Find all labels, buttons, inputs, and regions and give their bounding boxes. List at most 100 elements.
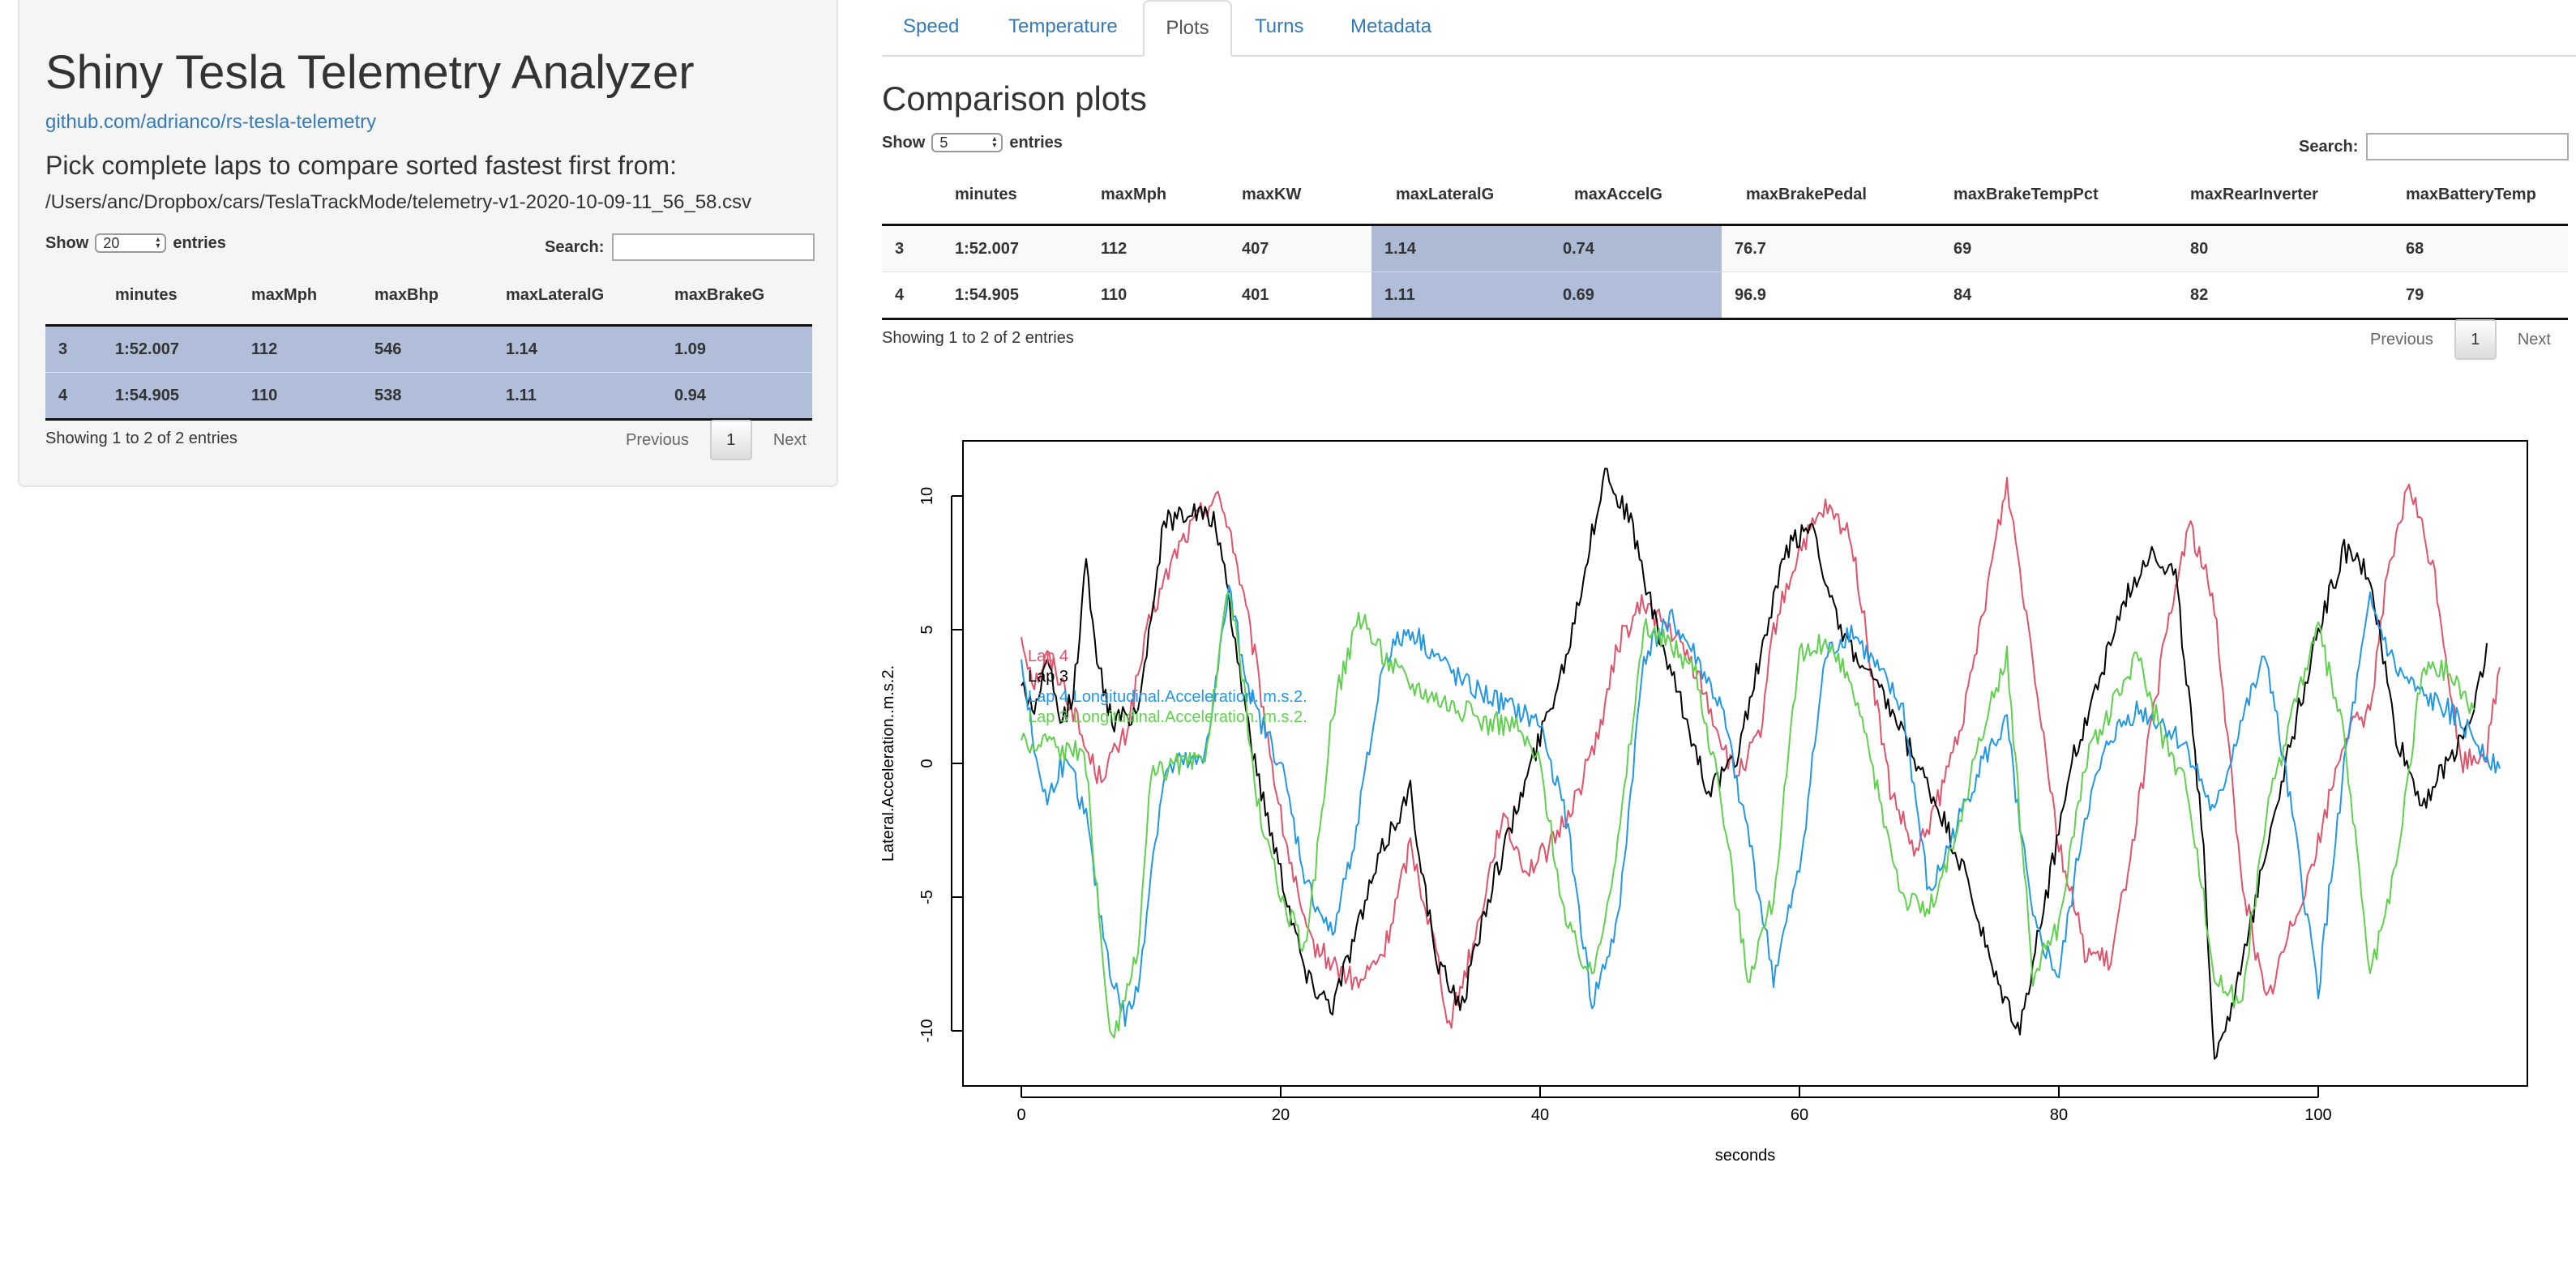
table-cell: 79 <box>2381 271 2568 320</box>
table-cell: 0.94 <box>674 372 812 421</box>
table-row[interactable]: 4 1:54.905 110 401 1.11 0.69 96.9 84 82 … <box>882 271 2568 320</box>
x-axis-label: seconds <box>1715 1147 1776 1165</box>
x-tick-label: 60 <box>1791 1106 1808 1124</box>
col-header-maxbraketemppct[interactable]: maxBrakeTempPct <box>1929 165 2166 226</box>
page-1-button[interactable]: 1 <box>2454 319 2497 360</box>
col-header-minutes[interactable]: minutes <box>955 165 1101 226</box>
laps-length-control: Show 20 ▴ ▾ entries <box>45 233 226 253</box>
col-header-maxbrakeg[interactable]: maxBrakeG <box>674 266 812 327</box>
entries-label: entries <box>173 233 226 252</box>
next-page-button[interactable]: Next <box>772 430 807 449</box>
table-cell: 401 <box>1242 271 1371 320</box>
table-row[interactable]: 3 1:52.007 112 546 1.14 1.09 <box>45 325 812 373</box>
col-header-maxbhp[interactable]: maxBhp <box>374 266 506 327</box>
legend-entry-3: Lap 4 Longitudinal.Acceleration..m.s.2. <box>1028 688 1307 706</box>
show-label: Show <box>882 133 926 152</box>
show-label: Show <box>45 233 89 252</box>
col-header-minutes[interactable]: minutes <box>115 266 251 327</box>
comparison-plots-title: Comparison plots <box>882 79 1147 118</box>
series-line-4 <box>1021 592 2475 1039</box>
tab-turns[interactable]: Turns <box>1255 15 1304 37</box>
legend-entry-1: Lap 4 <box>1028 648 1068 665</box>
comparison-plot: 0 20 40 60 80 100 -10 -5 0 5 10 seconds Lateral.Acce… <box>882 440 2528 1165</box>
previous-page-button[interactable]: Previous <box>2370 330 2433 348</box>
col-header-maxkw[interactable]: maxKW <box>1242 165 1371 226</box>
comparison-table: minutes maxMph maxKW maxLateralG maxAcce… <box>882 165 2568 320</box>
y-tick-label: 10 <box>918 487 936 505</box>
table-cell: 69 <box>1929 224 2166 272</box>
table-cell: 4 <box>45 372 115 421</box>
select-arrows-icon: ▴ ▾ <box>156 235 160 250</box>
entries-label: entries <box>1009 133 1063 152</box>
table-cell: 112 <box>1101 224 1242 272</box>
table-cell: 1.09 <box>674 325 812 373</box>
laps-pagination: Previous 1 Next <box>614 420 818 460</box>
col-header-index[interactable] <box>882 165 955 226</box>
table-cell: 4 <box>882 271 955 320</box>
col-header-maxlateralg[interactable]: maxLateralG <box>506 266 674 327</box>
table-cell: 112 <box>251 325 374 373</box>
comparison-length-value: 5 <box>939 134 948 151</box>
col-header-maxmph[interactable]: maxMph <box>1101 165 1242 226</box>
series-line-2 <box>1021 468 2488 1060</box>
x-tick-label: 100 <box>2304 1106 2331 1124</box>
legend-entry-2: Lap 3 <box>1028 668 1068 686</box>
comparison-length-select[interactable]: 5 ▴ ▾ <box>931 133 1003 152</box>
table-cell: 1.14 <box>506 325 674 373</box>
comparison-table-header: minutes maxMph maxKW maxLateralG maxAcce… <box>882 165 2568 226</box>
col-header-index[interactable] <box>45 266 115 327</box>
sidebar-panel: Shiny Tesla Telemetry Analyzer github.co… <box>18 0 838 487</box>
col-header-maxmph[interactable]: maxMph <box>251 266 374 327</box>
tab-metadata[interactable]: Metadata <box>1350 15 1432 37</box>
table-cell: 110 <box>1101 271 1242 320</box>
table-cell: 0.74 <box>1550 224 1722 272</box>
x-tick-label: 40 <box>1531 1106 1549 1124</box>
search-label: Search: <box>545 237 605 256</box>
col-header-maxlateralg[interactable]: maxLateralG <box>1371 165 1550 226</box>
tab-plots[interactable]: Plots <box>1143 0 1232 57</box>
laps-search-control: Search: <box>545 233 815 261</box>
table-cell: 1:54.905 <box>115 372 251 421</box>
laps-search-input[interactable] <box>612 233 815 261</box>
table-cell: 1.14 <box>1371 224 1550 272</box>
comparison-search-input[interactable] <box>2366 133 2570 160</box>
table-row[interactable]: 3 1:52.007 112 407 1.14 0.74 76.7 69 80 … <box>882 224 2568 272</box>
x-tick-label: 80 <box>2050 1106 2068 1124</box>
table-cell: 1.11 <box>506 372 674 421</box>
x-tick-label: 20 <box>1272 1106 1290 1124</box>
table-cell: 407 <box>1242 224 1371 272</box>
comparison-pagination: Previous 1 Next <box>2359 319 2562 360</box>
table-cell: 3 <box>45 325 115 373</box>
table-cell: 84 <box>1929 271 2166 320</box>
table-row[interactable]: 4 1:54.905 110 538 1.11 0.94 <box>45 372 812 421</box>
table-cell: 68 <box>2381 224 2568 272</box>
col-header-maxbatterytemp[interactable]: maxBatteryTemp <box>2381 165 2568 226</box>
y-tick-label: 5 <box>918 625 936 634</box>
col-header-maxaccelg[interactable]: maxAccelG <box>1550 165 1722 226</box>
file-path-text: /Users/anc/Dropbox/cars/TeslaTrackMode/t… <box>45 191 752 213</box>
table-cell: 1:54.905 <box>955 271 1101 320</box>
laps-table-info: Showing 1 to 2 of 2 entries <box>45 430 237 447</box>
comparison-length-control: Show 5 ▴ ▾ entries <box>882 133 1063 152</box>
github-link[interactable]: github.com/adrianco/rs-tesla-telemetry <box>45 111 377 133</box>
tab-temperature[interactable]: Temperature <box>1008 15 1118 37</box>
page-1-button[interactable]: 1 <box>709 420 752 460</box>
x-tick-label: 0 <box>1016 1106 1025 1124</box>
table-cell: 1.11 <box>1371 271 1550 320</box>
y-tick-label: 0 <box>918 759 936 767</box>
table-cell: 80 <box>2166 224 2381 272</box>
search-label: Search: <box>2299 137 2359 156</box>
table-cell: 1:52.007 <box>115 325 251 373</box>
laps-length-value: 20 <box>103 234 120 251</box>
table-cell: 96.9 <box>1722 271 1929 320</box>
col-header-maxbrakepedal[interactable]: maxBrakePedal <box>1722 165 1929 226</box>
col-header-maxrearinverter[interactable]: maxRearInverter <box>2166 165 2381 226</box>
previous-page-button[interactable]: Previous <box>626 430 689 449</box>
laps-table: minutes maxMph maxBhp maxLateralG maxBra… <box>45 266 812 421</box>
tab-speed[interactable]: Speed <box>903 15 960 37</box>
laps-length-select[interactable]: 20 ▴ ▾ <box>95 233 167 253</box>
table-cell: 76.7 <box>1722 224 1929 272</box>
next-page-button[interactable]: Next <box>2517 330 2551 348</box>
series-line-1 <box>1021 477 2501 1029</box>
table-cell: 110 <box>251 372 374 421</box>
